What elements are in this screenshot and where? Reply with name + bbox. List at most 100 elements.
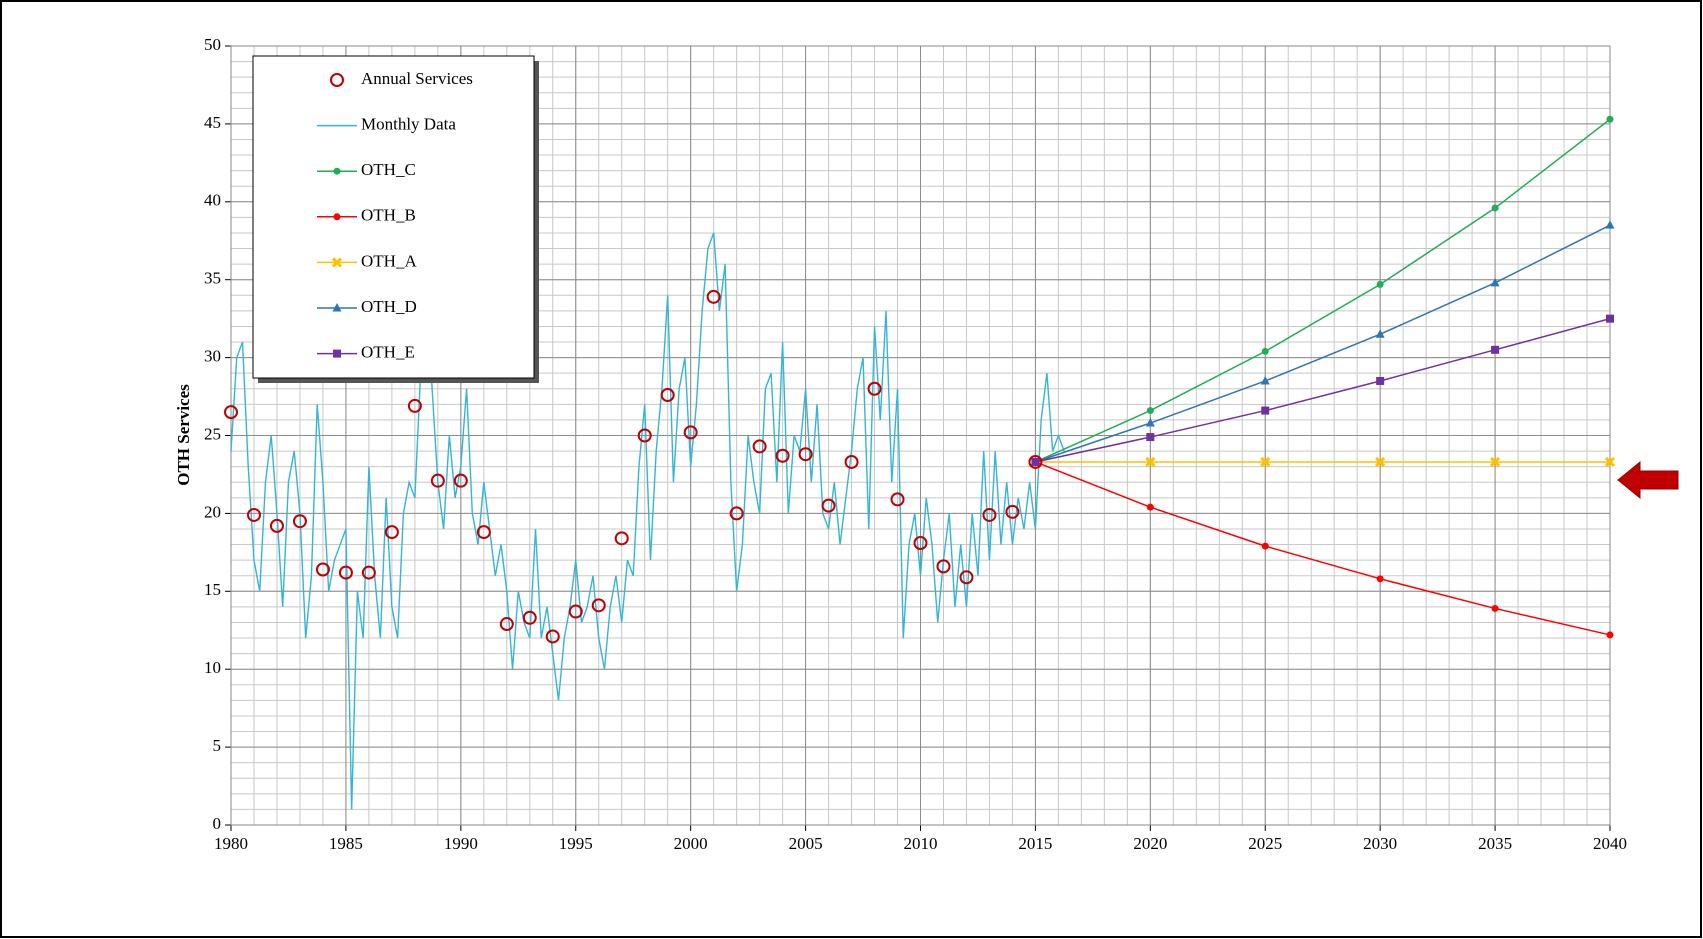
series-line [1035, 317, 1611, 463]
marker [430, 473, 445, 488]
y-tick-label: 5 [213, 736, 222, 755]
marker [844, 454, 859, 469]
x-tick-label: 2000 [674, 834, 708, 853]
legend-marker [331, 257, 343, 268]
y-tick-label: 25 [204, 424, 221, 443]
marker [224, 405, 238, 420]
marker [936, 559, 951, 574]
marker [361, 565, 376, 580]
series-line [1035, 224, 1611, 463]
marker [1261, 347, 1269, 355]
marker [476, 525, 491, 540]
marker [1145, 418, 1155, 427]
marker [315, 562, 330, 577]
x-tick-label: 2010 [904, 834, 938, 853]
legend-label: OTH_B [361, 206, 416, 225]
marker [798, 447, 813, 462]
marker [1260, 456, 1271, 468]
marker [1146, 407, 1154, 415]
legend-label: OTH_C [361, 160, 416, 179]
marker [1028, 454, 1043, 469]
marker [1491, 204, 1499, 212]
x-tick-label: 2025 [1248, 834, 1282, 853]
marker [1604, 456, 1616, 468]
y-tick-label: 40 [204, 191, 221, 210]
marker [867, 381, 882, 396]
y-tick-label: 15 [204, 580, 221, 599]
series-line [1035, 461, 1611, 636]
marker [821, 498, 836, 513]
legend-label: Annual Services [361, 69, 473, 88]
marker [890, 492, 905, 507]
y-tick-label: 30 [204, 347, 221, 366]
plot-border [230, 45, 1611, 826]
marker [338, 565, 353, 580]
marker [1376, 280, 1384, 288]
x-tick-label: 2020 [1133, 834, 1167, 853]
marker [269, 518, 284, 533]
marker [407, 398, 422, 413]
x-tick-label: 2030 [1363, 834, 1397, 853]
marker [959, 570, 974, 585]
marker [1146, 433, 1155, 442]
marker [1145, 456, 1156, 468]
marker [752, 439, 767, 454]
marker [706, 289, 721, 304]
x-tick-label: 1985 [329, 834, 363, 853]
marker [1490, 277, 1500, 287]
marker [1260, 375, 1270, 385]
marker [1491, 604, 1499, 612]
marker [637, 428, 652, 443]
y-tick-label: 20 [204, 502, 221, 521]
x-tick-label: 2035 [1478, 834, 1512, 853]
marker [292, 514, 307, 529]
marker [1606, 314, 1614, 323]
marker [1490, 456, 1501, 468]
marker [591, 598, 606, 613]
marker [1375, 456, 1386, 468]
legend-label: OTH_A [361, 251, 417, 270]
marker [775, 448, 790, 463]
legend-marker [332, 303, 342, 312]
marker [1005, 504, 1020, 519]
marker [1261, 542, 1269, 550]
marker [614, 531, 629, 546]
x-tick-label: 2005 [789, 834, 823, 853]
marker [246, 507, 261, 522]
y-axis-label: OTH Services [174, 384, 193, 486]
y-tick-label: 0 [213, 814, 222, 833]
marker [1031, 457, 1040, 466]
marker [660, 387, 675, 402]
legend-label: OTH_E [361, 343, 415, 362]
y-tick-label: 35 [204, 269, 221, 288]
marker [729, 506, 744, 521]
marker [913, 536, 928, 551]
series-line [230, 232, 1065, 810]
x-tick-label: 2015 [1018, 834, 1052, 853]
marker [982, 507, 997, 522]
legend-marker [333, 213, 341, 221]
legend-marker [333, 167, 341, 175]
marker [1605, 220, 1615, 229]
legend-marker [330, 73, 344, 87]
marker [1261, 406, 1270, 415]
legend-label: Monthly Data [361, 115, 456, 134]
x-tick-label: 1995 [559, 834, 593, 853]
marker [522, 610, 537, 625]
y-tick-label: 10 [204, 658, 221, 677]
marker [1146, 503, 1154, 511]
marker [1491, 345, 1500, 354]
x-tick-label: 1990 [444, 834, 478, 853]
marker [1375, 329, 1385, 338]
x-tick-label: 1980 [214, 834, 248, 853]
series-line [1035, 118, 1611, 463]
y-tick-label: 50 [204, 35, 221, 54]
marker [683, 425, 698, 440]
legend-label: OTH_D [361, 297, 417, 316]
x-tick-label: 2040 [1593, 834, 1627, 853]
y-tick-label: 45 [204, 113, 221, 132]
marker [1376, 575, 1384, 583]
arrow [1617, 460, 1679, 500]
